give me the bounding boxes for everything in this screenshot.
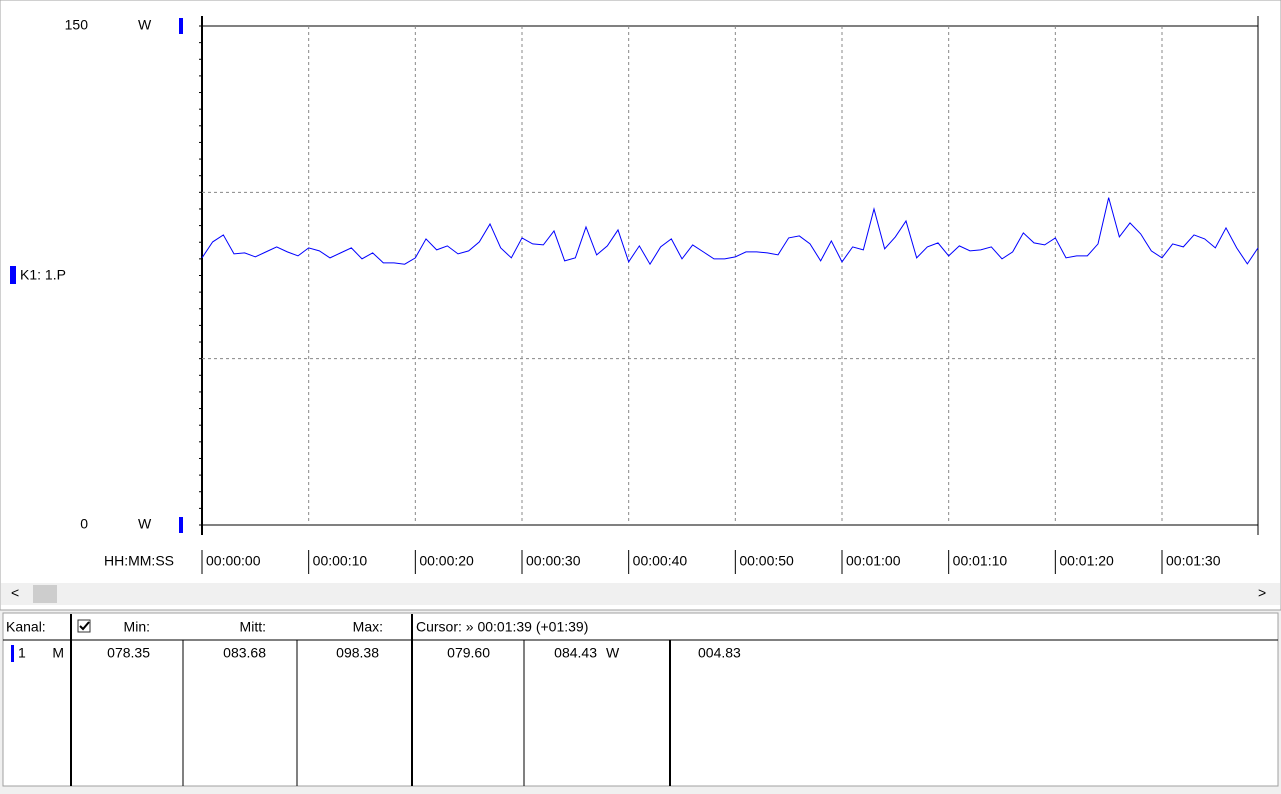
th-mitt: Mitt:: [240, 619, 266, 635]
td-max: 098.38: [336, 645, 379, 661]
td-unit: W: [606, 645, 620, 661]
scroll-right[interactable]: >: [1258, 585, 1266, 601]
table-col-lines-thin: [182, 640, 525, 786]
x-tick-label: 00:00:30: [526, 553, 581, 569]
y-unit: W: [138, 17, 152, 33]
legend-swatch: [10, 266, 16, 284]
chart-panel: [0, 0, 1281, 611]
table-col-lines: [70, 614, 671, 786]
x-tick-label: 00:01:30: [1166, 553, 1221, 569]
td-channel: 1: [18, 645, 26, 661]
channel-marker: [11, 645, 14, 662]
th-kanal: Kanal:: [6, 619, 46, 635]
td-mitt: 083.68: [223, 645, 266, 661]
scroll-thumb[interactable]: [33, 585, 57, 603]
y-tick-label: 0: [80, 516, 88, 532]
x-tick-label: 00:01:20: [1059, 553, 1114, 569]
td-mode: M: [52, 645, 64, 661]
y-tick: [179, 517, 183, 533]
legend-label: K1: 1.P: [20, 267, 66, 283]
th-cursor: Cursor: » 00:01:39 (+01:39): [416, 619, 588, 635]
x-tick-label: 00:00:40: [633, 553, 688, 569]
table-panel: [2, 612, 1279, 787]
td-cursor-value: 084.43: [554, 645, 597, 661]
scroll-left[interactable]: <: [11, 585, 19, 601]
series-line: [201, 197, 1259, 266]
x-tick-label: 00:01:10: [953, 553, 1008, 569]
x-axis-label: HH:MM:SS: [104, 553, 174, 569]
scrollbar[interactable]: [1, 583, 1280, 605]
td-min: 078.35: [107, 645, 150, 661]
x-tick-label: 00:01:00: [846, 553, 901, 569]
y-unit: W: [138, 516, 152, 532]
checkmark: [79, 621, 90, 631]
td-cursor: 079.60: [447, 645, 490, 661]
x-tick-label: 00:00:20: [419, 553, 474, 569]
td-delta: 004.83: [698, 645, 741, 661]
y-tick-label: 150: [65, 17, 89, 33]
x-tick-label: 00:00:50: [739, 553, 794, 569]
th-max: Max:: [353, 619, 383, 635]
y-tick: [179, 18, 183, 34]
x-tick-label: 00:00:10: [313, 553, 368, 569]
x-tick-label: 00:00:00: [206, 553, 261, 569]
th-min: Min:: [124, 619, 150, 635]
